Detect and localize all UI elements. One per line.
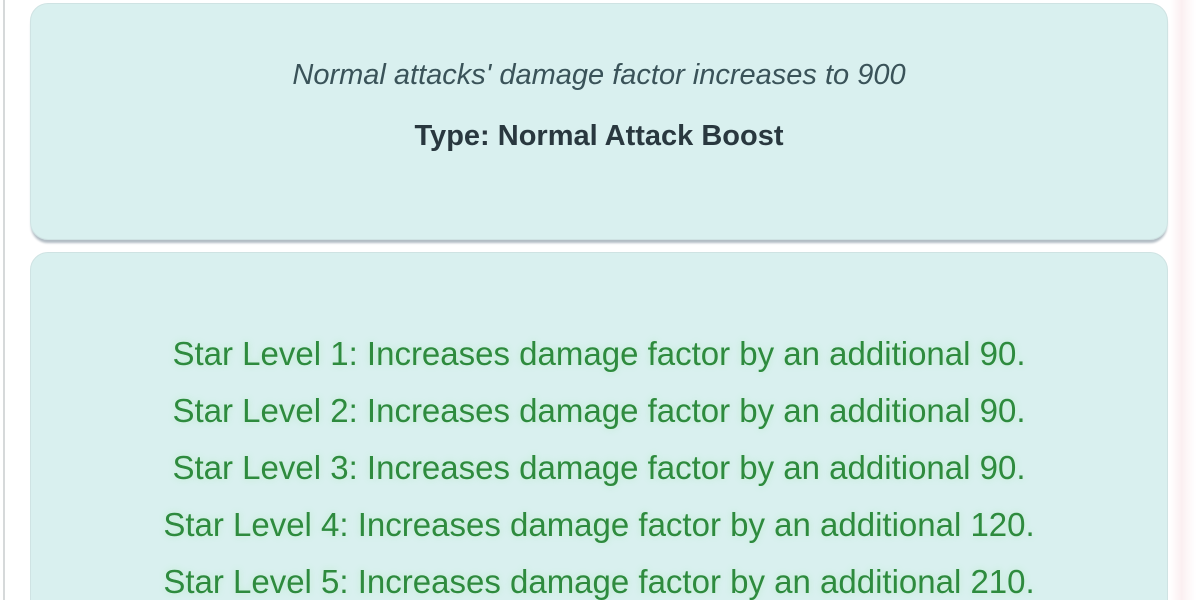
skill-description-text: Normal attacks' damage factor increases … <box>292 59 906 91</box>
left-page-edge-line <box>3 0 5 600</box>
skill-summary-card: Normal attacks' damage factor increases … <box>30 3 1168 240</box>
right-page-edge-band <box>1170 0 1196 600</box>
skill-type-text: Type: Normal Attack Boost <box>414 120 784 152</box>
star-level-item-2: Star Level 2: Increases damage factor by… <box>172 392 1026 429</box>
star-level-item-1: Star Level 1: Increases damage factor by… <box>172 335 1026 372</box>
star-level-item-3: Star Level 3: Increases damage factor by… <box>172 449 1026 486</box>
star-level-item-5: Star Level 5: Increases damage factor by… <box>163 563 1035 600</box>
star-levels-card: Star Level 1: Increases damage factor by… <box>30 252 1168 600</box>
star-level-item-4: Star Level 4: Increases damage factor by… <box>163 506 1035 543</box>
